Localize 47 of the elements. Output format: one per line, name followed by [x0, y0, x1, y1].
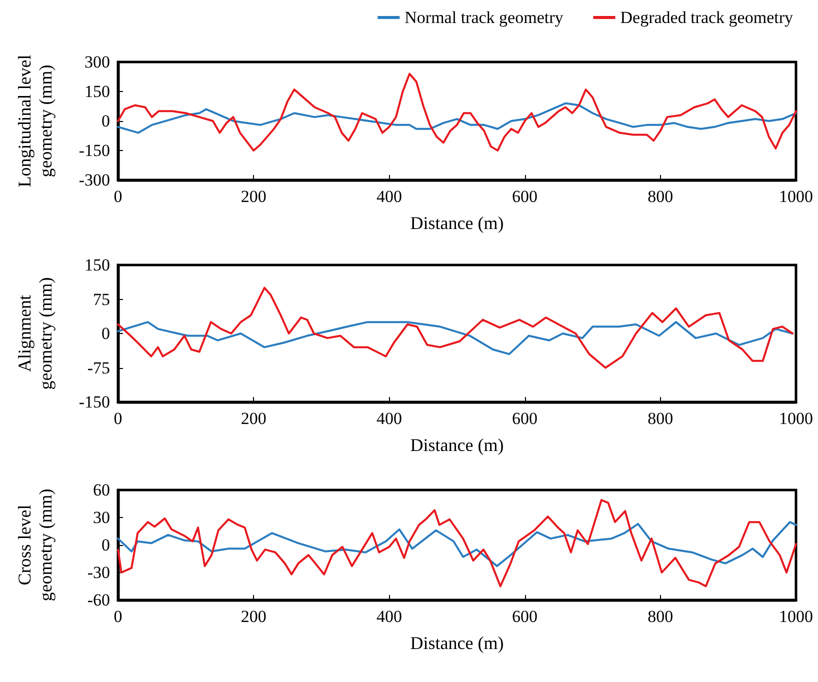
legend-label: Normal track geometry: [404, 8, 564, 27]
y-tick-label: 0: [102, 324, 110, 343]
x-tick-label: 1000: [779, 607, 813, 626]
y-tick-label: 75: [93, 290, 110, 309]
line-series: [117, 321, 794, 356]
y-tick-label: 0: [102, 536, 110, 554]
line-series: [117, 521, 797, 568]
legend-label: Degraded track geometry: [620, 8, 794, 27]
x-axis-title: Distance (m): [410, 213, 504, 233]
y-tick-label: -30: [87, 563, 110, 582]
y-axis-title: Alignment geometry (mm): [14, 277, 56, 390]
x-tick-label: 400: [376, 607, 402, 626]
line-series: [117, 72, 797, 152]
x-tick-label: 600: [512, 187, 538, 206]
x-tick-label: 200: [240, 187, 266, 206]
y-tick-label: -75: [87, 358, 110, 378]
y-tick-label: 60: [93, 480, 110, 500]
x-tick-label: 800: [648, 187, 674, 206]
line-series: [117, 286, 794, 369]
x-tick-label: 800: [648, 409, 674, 428]
x-tick-label: 400: [376, 187, 402, 206]
y-tick-label: -300: [78, 170, 110, 190]
x-axis-title: Distance (m): [410, 435, 504, 455]
x-tick-label: 1000: [779, 409, 813, 428]
y-axis-title: Longitudinal level geometry (mm): [14, 54, 56, 188]
y-axis-title: Cross level geometry (mm): [14, 488, 56, 602]
x-tick-label: 800: [648, 607, 674, 626]
x-tick-label: 400: [376, 409, 402, 428]
y-tick-label: -150: [78, 141, 110, 160]
x-tick-label: 0: [114, 607, 122, 626]
line-series: [117, 499, 797, 588]
x-tick-label: 600: [512, 409, 538, 428]
y-tick-label: 150: [84, 256, 110, 274]
y-tick-label: 30: [93, 508, 110, 527]
x-tick-label: 0: [114, 409, 122, 428]
y-tick-label: -150: [78, 392, 110, 412]
line-series: [117, 102, 797, 134]
x-tick-label: 200: [240, 607, 266, 626]
y-tick-label: -60: [87, 590, 110, 610]
y-tick-label: 150: [84, 82, 110, 101]
x-tick-label: 200: [240, 409, 266, 428]
y-tick-label: 300: [84, 52, 110, 72]
x-tick-label: 600: [512, 607, 538, 626]
y-tick-label: 0: [102, 112, 110, 130]
x-axis-title: Distance (m): [410, 633, 504, 653]
x-tick-label: 0: [114, 187, 122, 206]
x-tick-label: 1000: [779, 187, 813, 206]
